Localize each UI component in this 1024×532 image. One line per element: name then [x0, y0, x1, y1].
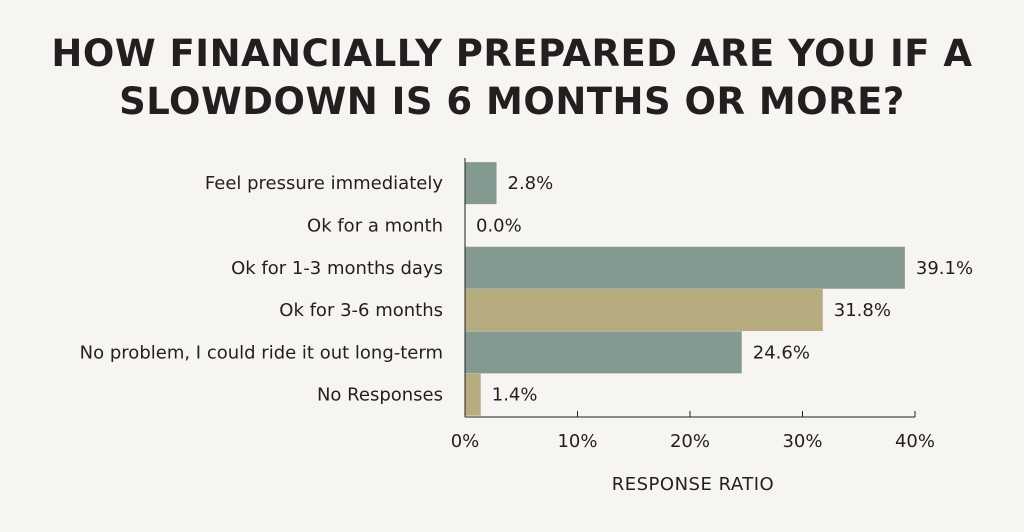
bars — [465, 162, 905, 416]
bar — [465, 162, 497, 205]
chart-title-line-1: HOW FINANCIALLY PREPARED ARE YOU IF A — [51, 32, 973, 75]
value-label: 1.4% — [492, 385, 538, 406]
value-label: 0.0% — [476, 215, 522, 236]
category-label: Ok for 1-3 months days — [231, 258, 443, 279]
x-tick-label: 0% — [451, 431, 480, 452]
value-labels: 2.8% 0.0% 39.1% 31.8% 24.6% 1.4% — [476, 173, 973, 406]
x-axis-title: RESPONSE RATIO — [612, 474, 774, 495]
value-label: 24.6% — [753, 342, 810, 363]
x-tick-label: 40% — [895, 431, 935, 452]
x-tick-label: 30% — [782, 431, 822, 452]
x-tick-label: 10% — [557, 431, 597, 452]
bar — [465, 373, 481, 416]
value-label: 2.8% — [508, 173, 554, 194]
category-label: No Responses — [317, 385, 443, 406]
bar — [465, 246, 905, 289]
category-label: Ok for a month — [307, 215, 443, 236]
x-axis: 0% 10% 20% 30% 40% — [451, 158, 935, 452]
bar — [465, 289, 823, 332]
chart-title: HOW FINANCIALLY PREPARED ARE YOU IF A SL… — [0, 30, 1024, 126]
bar — [465, 331, 742, 374]
x-tick-label: 20% — [670, 431, 710, 452]
category-labels: Feel pressure immediately Ok for a month O… — [80, 173, 444, 406]
category-label: Feel pressure immediately — [205, 173, 443, 194]
value-label: 31.8% — [834, 300, 891, 321]
category-label: Ok for 3-6 months — [279, 300, 443, 321]
category-label: No problem, I could ride it out long-ter… — [80, 342, 443, 363]
chart-title-line-2: SLOWDOWN IS 6 MONTHS OR MORE? — [119, 80, 905, 123]
value-label: 39.1% — [916, 258, 973, 279]
